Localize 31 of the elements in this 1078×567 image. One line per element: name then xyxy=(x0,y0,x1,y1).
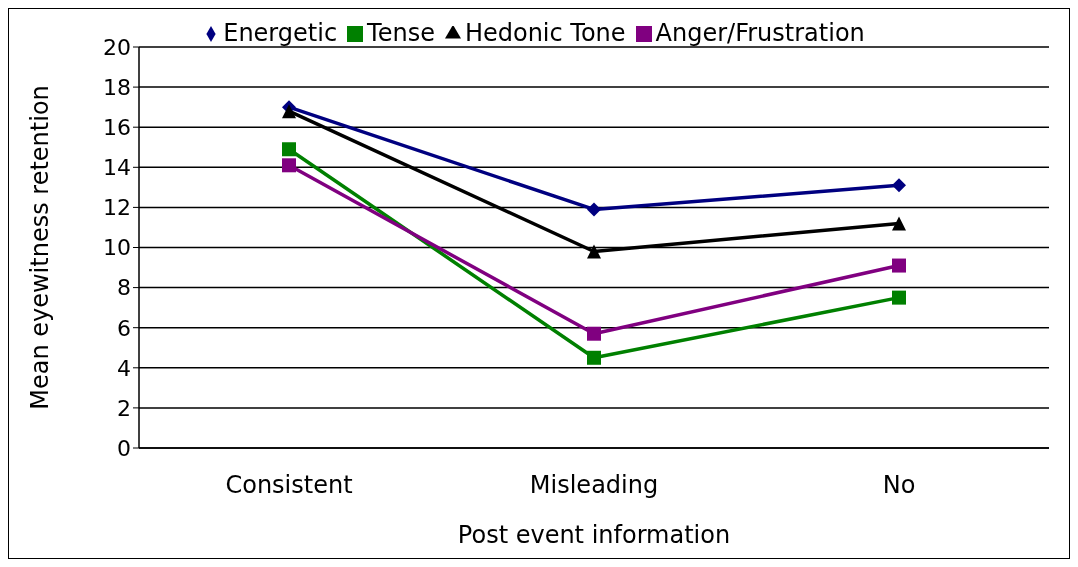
y-tick-label: 4 xyxy=(117,355,131,381)
x-tick-label: No xyxy=(882,471,916,500)
y-tick-label: 20 xyxy=(103,34,131,60)
y-axis-title: Mean eyewitness retention xyxy=(25,85,54,410)
y-tick-label: 14 xyxy=(103,155,131,181)
x-axis-title: Post event information xyxy=(457,521,731,549)
x-tick-label: Consistent xyxy=(225,471,353,500)
point xyxy=(587,350,601,365)
point xyxy=(892,178,906,193)
point xyxy=(892,216,906,231)
legend-label: Anger/Frustration xyxy=(655,19,865,47)
point xyxy=(282,158,296,173)
point xyxy=(282,104,296,119)
point xyxy=(587,326,601,341)
point xyxy=(892,290,906,305)
y-tick-label: 10 xyxy=(103,235,131,261)
y-tick-label: 6 xyxy=(117,315,131,341)
legend-label: Energetic xyxy=(223,19,338,47)
legend-label: Tense xyxy=(367,19,435,47)
legend-label: Hedonic Tone xyxy=(464,19,626,47)
point xyxy=(587,244,601,259)
y-tick-label: 0 xyxy=(117,435,131,461)
x-tick-label: Misleading xyxy=(529,471,659,500)
y-tick-label: 12 xyxy=(103,195,131,221)
point xyxy=(282,142,296,157)
point xyxy=(587,202,601,217)
y-tick-label: 8 xyxy=(117,275,131,301)
y-tick-label: 2 xyxy=(117,395,131,421)
point xyxy=(892,258,906,273)
y-tick-label: 16 xyxy=(103,115,131,141)
y-tick-label: 18 xyxy=(103,74,131,100)
